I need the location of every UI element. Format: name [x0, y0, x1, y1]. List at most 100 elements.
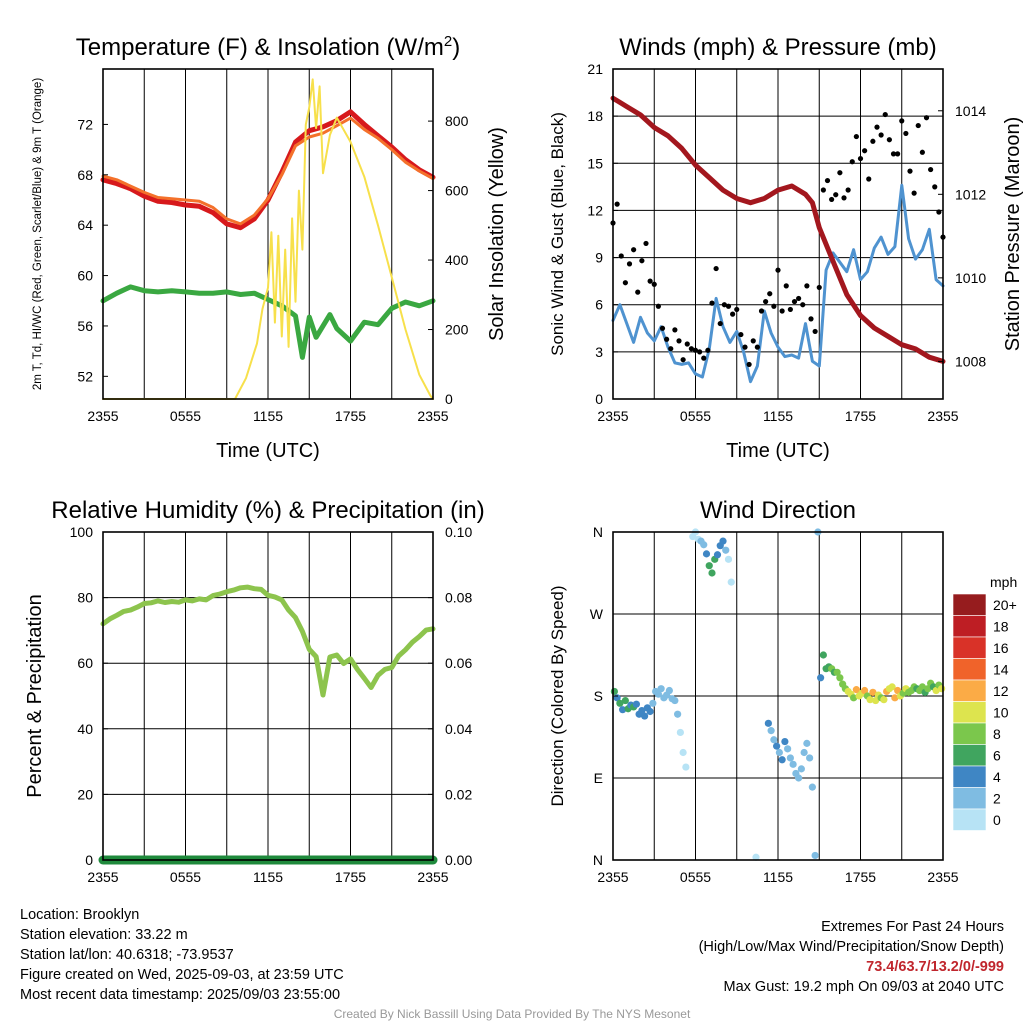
winds-series-gust-point: [820, 187, 826, 193]
wind-direction-point: [880, 696, 888, 704]
humidity-frame: [102, 531, 434, 861]
temperature-xtick-label: 0555: [170, 408, 201, 424]
speed-legend-swatch: [952, 765, 987, 788]
humidity-ytick-label: 60: [77, 655, 93, 671]
station-elevation: Station elevation: 33.22 m: [20, 927, 188, 943]
winds-series-gust-point: [680, 357, 686, 363]
winds-series-gust-point: [672, 327, 678, 333]
wind-direction-point: [872, 696, 880, 705]
humidity-xtick-label: 1155: [253, 869, 283, 885]
wind_direction-xtick-label: 2355: [927, 869, 958, 885]
winds-series-gust-point: [709, 300, 715, 306]
winds-series-gust-point: [886, 137, 892, 143]
temperature-ylabel-left: 2m T, Td, HI/WC (Red, Green, Scarlet/Blu…: [32, 78, 44, 390]
speed-legend-swatch: [952, 636, 987, 659]
speed-legend-swatch: [952, 808, 987, 831]
extremes-title: Extremes For Past 24 Hours: [821, 919, 1004, 935]
winds-series-gust-point: [659, 325, 666, 331]
temperature-ytick-label: 72: [77, 116, 93, 132]
winds-series-gust-point: [721, 302, 727, 308]
wind-direction-point: [719, 537, 727, 545]
winds-ylabel-right: Station Pressure (Maroon): [1002, 117, 1024, 352]
wind-direction-point: [833, 668, 841, 676]
winds-series-gust-point: [631, 247, 637, 253]
winds-ytick-label: 0: [595, 391, 603, 407]
wind-direction-point: [654, 690, 662, 698]
winds-series-gust-point: [742, 344, 748, 350]
winds-series-gust-point: [783, 283, 789, 289]
wind-direction-points: [610, 528, 946, 861]
wind-direction-point: [891, 694, 899, 702]
max-gust: Max Gust: 19.2 mph On 09/03 at 2040 UTC: [723, 979, 1004, 995]
winds-series-gust-point: [684, 341, 690, 347]
winds-series-gust-point: [767, 291, 773, 297]
winds-series-gust-point: [928, 166, 934, 173]
winds-series-gust-point: [804, 283, 810, 289]
wind-direction-point: [619, 706, 627, 714]
wind-direction-point: [610, 687, 618, 696]
temperature-panel: Temperature (F) & Insolation (W/m2) 52 56 6…: [32, 33, 508, 462]
wind-direction-point: [674, 710, 682, 718]
wind-direction-point: [918, 683, 926, 691]
winds-series-gust-point: [701, 355, 707, 361]
winds-series-gust-point: [618, 253, 624, 259]
wind_direction-ytick-label: N: [593, 524, 603, 540]
winds-series-gust-point: [824, 177, 831, 184]
humidity-series-relative-humidity-line: [100, 584, 436, 698]
wind-direction-point: [773, 742, 781, 750]
humidity-ytick-label: 100: [70, 524, 94, 540]
winds-series-gust-point: [705, 347, 711, 353]
wind-direction-point: [632, 700, 640, 708]
speed-legend-swatch: [952, 615, 987, 638]
wind_direction-title: Wind Direction: [700, 497, 856, 524]
wind-direction-point: [702, 550, 711, 558]
wind-direction-point: [676, 728, 684, 737]
winds-series-gust-point: [800, 302, 806, 308]
speed-legend-swatch: [952, 701, 987, 724]
wind-direction-point: [806, 754, 814, 762]
speed-legend-label: 10: [993, 705, 1009, 721]
station-info: Location: Brooklyn Station elevation: 33…: [20, 905, 344, 1005]
wind-direction-point: [722, 546, 730, 554]
speed-legend-label: 6: [993, 748, 1001, 764]
speed-legend-swatch: [952, 722, 987, 745]
humidity-title: Relative Humidity (%) & Precipitation (i…: [51, 497, 484, 524]
speed-legend: mph 20+ 18 16 14 12 10 8 6 4 2 0: [952, 574, 1017, 831]
winds-ytick-label: 9: [595, 250, 603, 266]
winds-series-gust-point: [932, 184, 938, 190]
temperature-frame: [102, 68, 434, 400]
temperature-ytick-label: 60: [77, 268, 93, 284]
winds-ytick-right-label: 1012: [955, 186, 986, 202]
winds-series-gust-point: [899, 118, 905, 124]
wind-direction-point: [836, 674, 844, 682]
wind-direction-point: [786, 754, 794, 762]
winds-series-gust-point: [911, 190, 917, 196]
winds-series-gust-point: [676, 338, 682, 344]
winds-series-gust-point: [874, 124, 880, 130]
winds-series-gust-point: [915, 122, 921, 129]
wind-direction-point: [797, 765, 805, 773]
winds-series-gust-point: [750, 338, 756, 344]
winds-series-gust: [610, 111, 946, 368]
winds-ytick-label: 3: [595, 344, 603, 360]
wind_direction-ytick-label: E: [594, 770, 603, 786]
winds-ytick-right-label: 1008: [955, 353, 986, 369]
wind-direction-point: [621, 696, 629, 705]
temperature-ytick-label: 64: [77, 217, 93, 233]
winds-series-gust-point: [738, 331, 744, 338]
winds-xtick-label: 0555: [680, 408, 711, 424]
humidity-xtick-label: 0555: [170, 869, 201, 885]
speed-legend-label: 0: [993, 812, 1001, 828]
winds-xtick-label: 1155: [763, 408, 793, 424]
winds-series-station-pressure-line: [610, 95, 946, 364]
winds-series-gust-point: [734, 306, 740, 313]
wind-direction-point: [869, 688, 877, 696]
wind-direction-point: [700, 541, 708, 549]
winds-series-gust-point: [643, 240, 649, 247]
winds-series-gust-point: [878, 132, 884, 138]
winds-series-gust-point: [697, 349, 703, 355]
humidity-ytick-right-label: 0.00: [445, 852, 472, 868]
winds-series-gust-point: [713, 265, 719, 272]
speed-legend-swatch: [952, 787, 987, 810]
